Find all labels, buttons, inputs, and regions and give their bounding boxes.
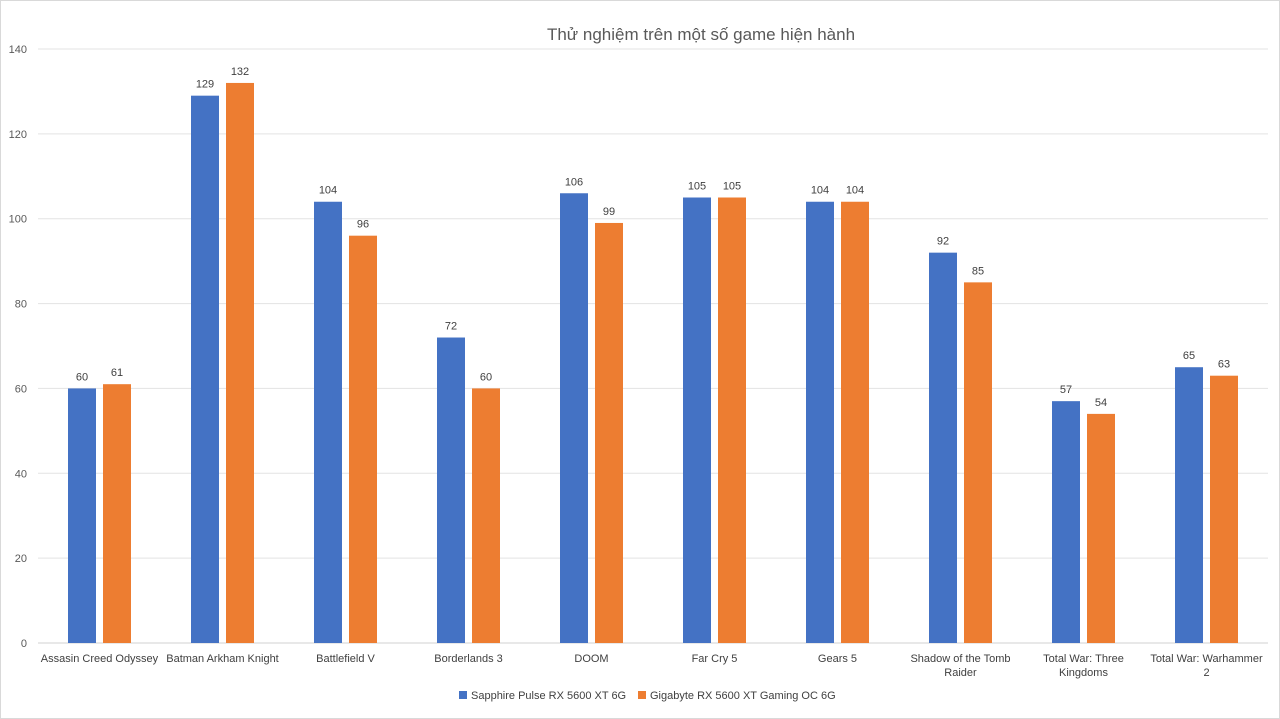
bar-series-2 (226, 82, 254, 643)
data-label: 132 (231, 66, 249, 78)
data-label: 65 (1183, 350, 1195, 362)
chart-title: Thử nghiệm trên một số game hiện hành (547, 25, 855, 44)
x-tick-label: Kingdoms (1059, 667, 1108, 679)
legend-label-2: Gigabyte RX 5600 XT Gaming OC 6G (650, 690, 836, 702)
x-tick-label: Battlefield V (316, 653, 375, 665)
bar-series-2 (1210, 375, 1238, 643)
data-label: 63 (1218, 359, 1230, 371)
y-tick-label: 140 (9, 44, 27, 56)
x-axis: Assasin Creed Odyssey Batman Arkham Knigh… (41, 653, 1263, 679)
bar-series-1 (683, 197, 711, 643)
data-label: 105 (723, 181, 741, 193)
y-tick-label: 80 (15, 299, 27, 311)
legend-swatch-2 (638, 691, 646, 699)
bar-series-1 (68, 388, 96, 643)
y-tick-label: 100 (9, 214, 27, 226)
x-tick-label: Raider (944, 667, 977, 679)
bar-series-2 (1087, 413, 1115, 643)
gridlines (38, 48, 1268, 644)
y-axis: 0 20 40 60 80 100 120 140 (9, 44, 27, 650)
data-label: 129 (196, 79, 214, 91)
bar-series-1 (437, 337, 465, 643)
x-tick-label: Gears 5 (818, 653, 857, 665)
bar-series-1 (806, 201, 834, 643)
data-label: 60 (480, 371, 492, 383)
data-label: 57 (1060, 384, 1072, 396)
bar-series-2 (472, 388, 500, 643)
data-label: 99 (603, 206, 615, 218)
data-label: 54 (1095, 397, 1107, 409)
bar-series-2 (841, 201, 869, 643)
data-label: 85 (972, 265, 984, 277)
y-tick-label: 0 (21, 638, 27, 650)
y-tick-label: 40 (15, 468, 27, 480)
x-tick-label: Borderlands 3 (434, 653, 503, 665)
data-label: 106 (565, 176, 583, 188)
bar-series-1 (560, 193, 588, 643)
bar-series-1 (314, 201, 342, 643)
data-label: 72 (445, 321, 457, 333)
data-label: 104 (811, 185, 829, 197)
bar-series-1 (191, 95, 219, 643)
bars: 60 129 104 72 106 105 104 92 57 65 61 132 96 60 99 105 1… (68, 66, 1238, 643)
x-tick-label: Far Cry 5 (692, 653, 738, 665)
bar-series-2 (595, 222, 623, 643)
data-label: 96 (357, 219, 369, 231)
data-label: 105 (688, 181, 706, 193)
legend: Sapphire Pulse RX 5600 XT 6G Gigabyte RX … (459, 690, 836, 702)
x-tick-label: Shadow of the Tomb (910, 653, 1010, 665)
bar-series-2 (349, 235, 377, 643)
legend-swatch-1 (459, 691, 467, 699)
y-tick-label: 20 (15, 553, 27, 565)
bar-series-1 (929, 252, 957, 643)
x-tick-label: Total War: Warhammer (1150, 653, 1263, 665)
bar-series-1 (1175, 367, 1203, 643)
y-tick-label: 120 (9, 129, 27, 141)
data-label: 60 (76, 371, 88, 383)
data-label: 104 (846, 185, 864, 197)
bar-series-2 (964, 282, 992, 643)
y-tick-label: 60 (15, 383, 27, 395)
bar-series-2 (718, 197, 746, 643)
x-tick-label: Batman Arkham Knight (166, 653, 279, 665)
bar-series-1 (1052, 401, 1080, 643)
legend-label-1: Sapphire Pulse RX 5600 XT 6G (471, 690, 626, 702)
x-tick-label: 2 (1203, 667, 1209, 679)
x-tick-label: Assasin Creed Odyssey (41, 653, 159, 665)
data-label: 104 (319, 185, 337, 197)
bar-series-2 (103, 384, 131, 643)
x-tick-label: DOOM (574, 653, 608, 665)
x-tick-label: Total War: Three (1043, 653, 1124, 665)
data-label: 61 (111, 367, 123, 379)
data-label: 92 (937, 236, 949, 248)
